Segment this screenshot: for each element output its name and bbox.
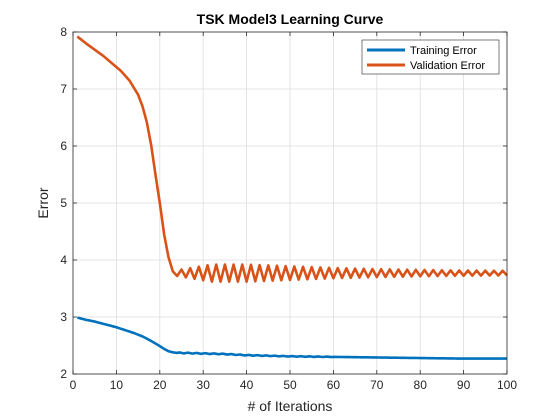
- legend-label-training-error: Training Error: [410, 45, 477, 57]
- y-tick-label: 7: [60, 82, 67, 96]
- x-tick-label: 0: [70, 378, 77, 392]
- x-tick-label: 60: [327, 378, 341, 392]
- x-tick-label: 40: [240, 378, 254, 392]
- x-tick-label: 70: [370, 378, 384, 392]
- y-tick-label: 2: [60, 367, 67, 381]
- y-axis-label: Error: [35, 187, 51, 218]
- x-tick-label: 10: [110, 378, 124, 392]
- x-tick-label: 20: [153, 378, 167, 392]
- legend-label-validation-error: Validation Error: [410, 60, 485, 72]
- y-tick-label: 3: [60, 310, 67, 324]
- x-tick-label: 80: [414, 378, 428, 392]
- y-tick-label: 8: [60, 25, 67, 39]
- y-tick-label: 4: [60, 253, 67, 267]
- legend: Training Error Validation Error: [362, 40, 499, 74]
- x-tick-label: 50: [283, 378, 297, 392]
- y-tick-label: 5: [60, 196, 67, 210]
- y-tick-label: 6: [60, 139, 67, 153]
- chart-title: TSK Model3 Learning Curve: [197, 11, 384, 27]
- x-axis-label: # of Iterations: [248, 398, 333, 414]
- x-tick-label: 90: [457, 378, 471, 392]
- x-tick-label: 100: [497, 378, 517, 392]
- x-tick-label: 30: [197, 378, 211, 392]
